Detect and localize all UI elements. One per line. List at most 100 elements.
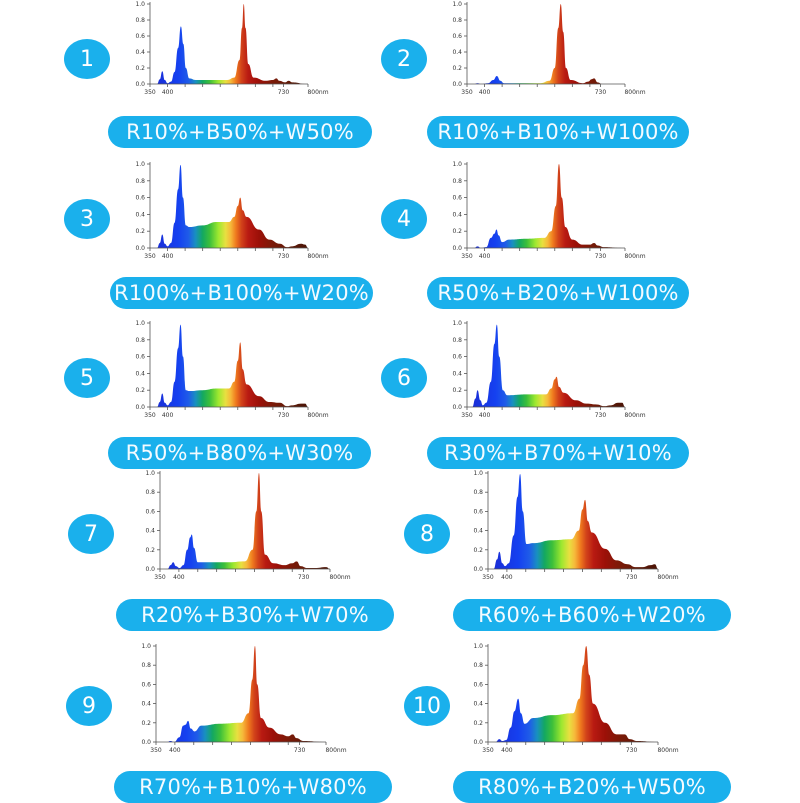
x-tick-label: 350 [482,574,494,581]
panel-number-badge: 6 [381,358,427,398]
panel-number-badge: 10 [404,686,450,726]
x-tick-label: 730 [278,89,290,96]
y-tick-label: 0.0 [473,739,483,746]
spectrum-chart-1: 0.0 0.2 0.4 0.6 0.8 1.0 350 400 730 800nm [135,1,328,96]
x-tick-label: 730 [626,747,638,754]
y-tick-label: 0.0 [452,245,462,252]
x-tick-label: 400 [162,89,174,96]
formula-label-3: R100%+B100%+W20% [110,277,373,309]
spectrum-area [495,646,657,742]
spectrum-chart-10: 0.0 0.2 0.4 0.6 0.8 1.0 350 400 730 800nm [473,643,678,754]
y-tick-label: 0.6 [135,195,145,202]
x-tick-label: 350 [154,574,166,581]
x-tick-label: 400 [479,253,491,260]
x-tick-label: 350 [144,253,156,260]
x-tick-label: 400 [479,89,491,96]
x-tick-label: 800nm [657,747,678,754]
y-tick-label: 0.0 [473,566,483,573]
y-tick-label: 0.6 [473,681,483,688]
y-tick-label: 0.2 [145,547,155,554]
spectrum-chart-8: 0.0 0.2 0.4 0.6 0.8 1.0 350 400 730 800nm [473,470,678,581]
x-tick-label: 400 [479,412,491,419]
x-tick-label: 400 [162,253,174,260]
y-tick-label: 0.8 [473,662,483,669]
y-tick-label: 1.0 [452,161,462,168]
y-tick-label: 0.0 [135,404,145,411]
x-tick-label: 800nm [325,747,346,754]
spectrum-chart-7: 0.0 0.2 0.4 0.6 0.8 1.0 350 400 730 800nm [145,470,350,581]
y-tick-label: 0.4 [452,211,462,218]
spectrum-area [472,324,625,407]
y-tick-label: 0.6 [452,354,462,361]
y-tick-label: 0.4 [135,211,145,218]
y-tick-label: 0.6 [473,508,483,515]
panel-number-badge: 7 [68,514,114,554]
y-tick-label: 0.4 [452,370,462,377]
y-tick-label: 0.0 [145,566,155,573]
x-tick-label: 400 [173,574,185,581]
x-tick-label: 730 [278,412,290,419]
x-tick-label: 800nm [329,574,350,581]
spectrum-chart-3: 0.0 0.2 0.4 0.6 0.8 1.0 350 400 730 800nm [135,161,328,260]
y-tick-label: 0.6 [141,681,151,688]
y-tick-label: 0.6 [452,33,462,40]
y-tick-label: 0.6 [452,195,462,202]
x-tick-label: 730 [298,574,310,581]
y-tick-label: 0.8 [452,337,462,344]
x-tick-label: 800nm [624,89,645,96]
y-tick-label: 0.0 [135,81,145,88]
formula-label-10: R80%+B20%+W50% [453,771,731,803]
y-tick-label: 0.0 [135,245,145,252]
y-tick-label: 1.0 [141,643,151,650]
y-tick-label: 0.4 [135,49,145,56]
y-tick-label: 0.4 [473,528,483,535]
spectrum-area [157,164,308,248]
y-tick-label: 0.8 [452,17,462,24]
panel-number-badge: 5 [64,358,110,398]
formula-label-8: R60%+B60%+W20% [453,599,731,631]
spectrum-area [493,473,658,569]
y-tick-label: 1.0 [135,1,145,8]
spectrum-area [167,646,325,742]
y-tick-label: 0.2 [135,228,145,235]
y-tick-label: 0.0 [452,81,462,88]
x-tick-label: 350 [144,412,156,419]
y-tick-label: 0.4 [452,49,462,56]
panel-number-badge: 8 [404,514,450,554]
x-tick-label: 350 [461,253,473,260]
panel-number-badge: 4 [381,199,427,239]
y-tick-label: 0.8 [135,178,145,185]
x-tick-label: 730 [294,747,306,754]
y-tick-label: 0.8 [452,178,462,185]
x-tick-label: 730 [626,574,638,581]
panel-number-badge: 2 [381,39,427,79]
x-tick-label: 730 [278,253,290,260]
x-tick-label: 800nm [624,412,645,419]
y-tick-label: 1.0 [145,470,155,477]
spectrum-chart-4: 0.0 0.2 0.4 0.6 0.8 1.0 350 400 730 800nm [452,161,645,260]
y-tick-label: 0.2 [452,228,462,235]
formula-label-4: R50%+B20%+W100% [427,277,689,309]
y-tick-label: 0.4 [473,701,483,708]
x-tick-label: 350 [144,89,156,96]
formula-label-1: R10%+B50%+W50% [108,116,372,148]
x-tick-label: 400 [501,747,513,754]
x-tick-label: 400 [169,747,181,754]
panel-number-badge: 1 [64,39,110,79]
y-tick-label: 0.8 [135,17,145,24]
y-tick-label: 0.2 [141,720,151,727]
x-tick-label: 730 [595,89,607,96]
formula-label-5: R50%+B80%+W30% [108,437,371,469]
spectrum-area [157,324,308,407]
spectrum-chart-6: 0.0 0.2 0.4 0.6 0.8 1.0 350 400 730 800nm [452,320,645,419]
y-tick-label: 0.4 [141,701,151,708]
formula-label-6: R30%+B70%+W10% [427,437,689,469]
panel-number-badge: 9 [66,686,112,726]
y-tick-label: 0.6 [135,33,145,40]
spectrum-chart-2: 0.0 0.2 0.4 0.6 0.8 1.0 350 400 730 800nm [452,1,645,96]
x-tick-label: 350 [461,89,473,96]
y-tick-label: 1.0 [135,320,145,327]
y-tick-label: 0.0 [141,739,151,746]
y-tick-label: 0.8 [141,662,151,669]
y-tick-label: 0.8 [135,337,145,344]
